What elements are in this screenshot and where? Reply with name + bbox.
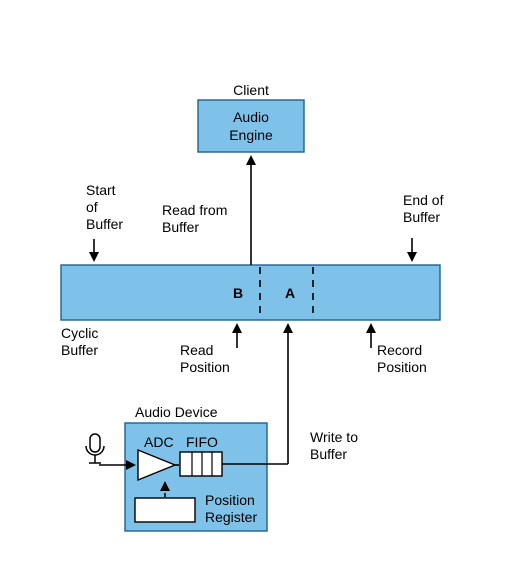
cyclic-buffer-label-2: Buffer bbox=[61, 342, 98, 358]
client-label: Client bbox=[233, 82, 269, 98]
read-from-buffer-label-2: Buffer bbox=[162, 219, 199, 235]
start-of-buffer-label-1: Start bbox=[86, 182, 116, 198]
record-position-label-1: Record bbox=[377, 342, 422, 358]
start-of-buffer-label-2: of bbox=[86, 199, 98, 215]
read-position-label-1: Read bbox=[180, 342, 213, 358]
position-register-label-1: Position bbox=[205, 492, 255, 508]
audio-device-label: Audio Device bbox=[135, 404, 218, 420]
region-a-label: A bbox=[285, 285, 295, 301]
write-to-buffer-label-2: Buffer bbox=[310, 446, 347, 462]
audio-engine-label-2: Engine bbox=[229, 127, 273, 143]
adc-label: ADC bbox=[144, 434, 174, 450]
end-of-buffer-label-2: Buffer bbox=[403, 209, 440, 225]
audio-engine-label-1: Audio bbox=[233, 109, 269, 125]
write-to-buffer-label-1: Write to bbox=[310, 429, 358, 445]
fifo-box bbox=[180, 452, 222, 476]
audio-engine-box bbox=[198, 100, 304, 152]
microphone-icon bbox=[86, 434, 104, 463]
position-register-label-2: Register bbox=[205, 509, 257, 525]
read-from-buffer-label-1: Read from bbox=[162, 202, 227, 218]
read-position-label-2: Position bbox=[180, 359, 230, 375]
cyclic-buffer-label-1: Cyclic bbox=[61, 325, 98, 341]
region-b-label: B bbox=[233, 285, 243, 301]
fifo-label: FIFO bbox=[186, 434, 218, 450]
start-of-buffer-label-3: Buffer bbox=[86, 216, 123, 232]
record-position-label-2: Position bbox=[377, 359, 427, 375]
end-of-buffer-label-1: End of bbox=[403, 192, 444, 208]
position-register-box bbox=[135, 498, 195, 522]
cyclic-buffer-box bbox=[61, 265, 440, 320]
